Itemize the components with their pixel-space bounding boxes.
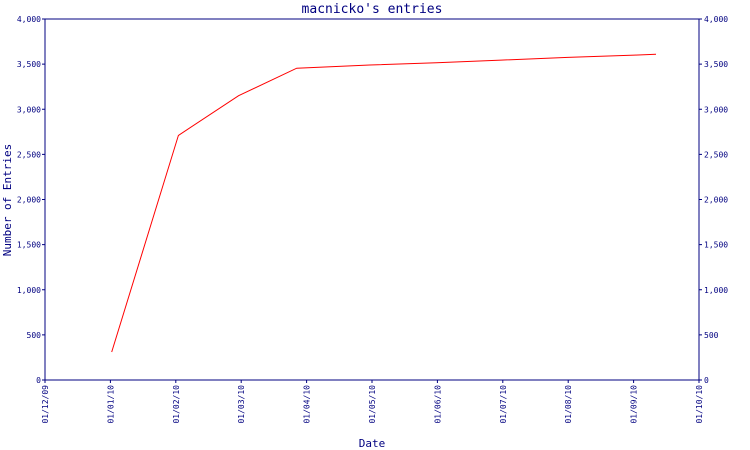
y-axis-left: 0 500 1,000 1,500 2,000 2,500 3,000 3,500 4,000 [17, 15, 45, 385]
y-tick-label-right: 1,000 [704, 286, 728, 295]
y-tick-label-right: 2,500 [704, 150, 728, 159]
x-tick-label: 01/01/10 [106, 385, 115, 424]
plot-area [44, 18, 700, 381]
x-tick-label: 01/03/10 [237, 385, 246, 424]
x-axis: 01/12/09 01/01/10 01/02/10 01/03/10 01/04/10… [41, 380, 704, 424]
y-tick-label-right: 4,000 [704, 15, 728, 24]
y-tick-label-left: 1,000 [17, 286, 41, 295]
y-tick-label-right: 3,000 [704, 105, 728, 114]
y-tick-label-left: 4,000 [17, 15, 41, 24]
x-tick-label: 01/08/10 [564, 385, 573, 424]
x-tick-label: 01/07/10 [499, 385, 508, 424]
y-tick-label-left: 2,500 [17, 150, 41, 159]
y-tick-label-left: 3,000 [17, 105, 41, 114]
y-tick-label-left: 2,000 [17, 196, 41, 205]
y-tick-label-right: 500 [704, 331, 719, 340]
y-tick-label-left: 3,500 [17, 60, 41, 69]
y-tick-label-left: 0 [36, 376, 41, 385]
y-tick-label-left: 1,500 [17, 241, 41, 250]
y-axis-right: 0 500 1,000 1,500 2,000 2,500 3,000 3,500 4,000 [699, 15, 728, 385]
x-tick-label: 01/05/10 [368, 385, 377, 424]
y-tick-label-right: 0 [704, 376, 709, 385]
x-tick-label: 01/06/10 [433, 385, 442, 424]
y-tick-label-left: 500 [27, 331, 42, 340]
x-axis-title: Date [359, 437, 386, 450]
y-tick-label-right: 3,500 [704, 60, 728, 69]
x-tick-label: 01/12/09 [41, 385, 50, 424]
series-line [111, 53, 657, 353]
series-layer [111, 53, 657, 353]
y-tick-label-right: 1,500 [704, 241, 728, 250]
x-tick-label: 01/04/10 [303, 385, 312, 424]
x-tick-label: 01/02/10 [172, 385, 181, 424]
chart-title: macnicko's entries [302, 2, 443, 17]
x-tick-label: 01/10/10 [695, 385, 704, 424]
y-axis-title: Number of Entries [1, 144, 14, 257]
y-tick-label-right: 2,000 [704, 196, 728, 205]
x-tick-label: 01/09/10 [630, 385, 639, 424]
